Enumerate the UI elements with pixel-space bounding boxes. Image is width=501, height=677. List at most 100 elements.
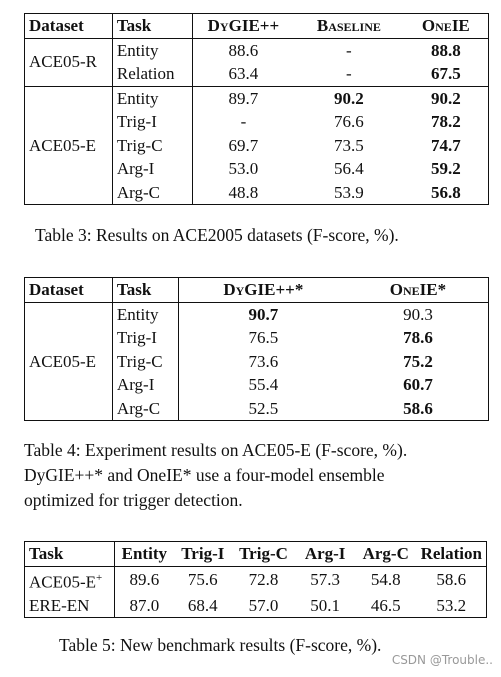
value-cell: 59.2 [403,157,489,181]
value-cell: 60.7 [347,373,489,397]
table-row: Arg-C 48.8 53.9 56.8 [25,180,489,205]
task-cell: Relation [112,62,193,87]
dataset-cell: ACE05-E [24,86,113,205]
col-header-dataset: Dataset [24,13,113,39]
table-row: ERE-EN 87.0 68.4 57.0 50.1 46.5 53.2 [24,593,487,619]
watermark: CSDN @Trouble.. [391,653,493,667]
table-row: Trig-C 69.7 73.5 74.7 [25,133,489,157]
table-3: Dataset Task DyGIE++ Baseline OneIE ACE0… [24,13,489,205]
table-row: Arg-I 55.4 60.7 [25,373,489,397]
table-4-header-row: Dataset Task DyGIE++* OneIE* [24,277,489,303]
value-cell: 48.8 [192,180,295,205]
table-4-caption-line-2: DyGIE++* and OneIE* use a four-model ens… [24,465,385,485]
col-header-oneie: OneIE [403,13,489,39]
task-cell: Arg-I [112,157,193,181]
task-cell: Arg-C [112,180,193,205]
task-cell: Arg-C [112,396,179,421]
col-header-task: Task [24,541,115,567]
superscript: + [96,571,103,584]
task-cell: Trig-C [112,133,193,157]
value-cell: 67.5 [403,62,489,87]
value-cell: 58.6 [347,396,489,421]
table-4-caption-line-1: Table 4: Experiment results on ACE05-E (… [24,440,408,460]
task-cell: Trig-I [112,110,193,134]
col-header-task: Task [112,13,193,39]
value-cell: 73.5 [334,135,364,155]
value-cell: 88.8 [403,38,489,62]
value-cell: 54.8 [370,570,401,590]
value-cell: 78.6 [347,326,489,350]
table-4-caption-line-3: optimized for trigger detection. [24,490,243,510]
table-4: Dataset Task DyGIE++* OneIE* ACE05-E Ent… [24,277,489,421]
table-row: ACE05-R Entity 88.6 - 88.8 [24,38,489,87]
col-header-dygie: DyGIE++ [192,13,295,39]
value-cell: 53.9 [294,180,404,205]
table-3-caption: Table 3: Results on ACE2005 datasets (F-… [35,225,399,245]
value-cell: 90.3 [347,302,489,326]
value-cell: 78.2 [403,110,489,134]
value-cell: 75.2 [347,349,489,373]
table-row: Arg-I 53.0 56.4 59.2 [25,157,489,181]
table-row: Relation 63.4 - 67.5 [25,62,489,87]
value-cell: 52.5 [178,396,348,421]
table-row: Trig-C 73.6 75.2 [25,349,489,373]
table-4-caption: Table 4: Experiment results on ACE05-E (… [24,438,407,513]
value-cell: - [294,62,404,87]
value-cell: 90.2 [403,86,489,110]
col-header-arg-i: Arg-I [295,541,355,567]
col-header-oneie-ensemble: OneIE* [347,277,489,303]
value-cell: 58.6 [416,566,487,594]
value-cell: 68.4 [173,593,232,619]
col-header-arg-c: Arg-C [354,541,417,567]
dataset-cell: ACE05-R [24,38,113,87]
value-cell: 89.6 [129,570,160,590]
value-cell: 55.4 [248,375,279,394]
table-row: Arg-C 52.5 58.6 [25,396,489,421]
value-cell: 53.0 [228,159,259,178]
col-header-trig-c: Trig-C [231,541,296,567]
value-cell: 56.8 [403,180,489,205]
value-cell: 57.3 [310,570,340,590]
value-cell: 88.6 [228,40,259,60]
col-header-dygie-ensemble: DyGIE++* [178,277,348,303]
col-header-entity: Entity [114,541,174,567]
task-cell: Arg-I [112,373,179,397]
task-name: ACE05-E [29,572,97,592]
value-cell: 89.7 [228,88,259,108]
table-row: Trig-I 76.5 78.6 [25,326,489,350]
value-cell: 87.0 [114,593,174,619]
value-cell: 76.6 [334,112,364,131]
value-cell: 63.4 [192,62,295,87]
table-row: ACE05-E Entity 90.7 90.3 [24,302,489,421]
value-cell: 57.0 [231,593,296,619]
table-5: Task Entity Trig-I Trig-C Arg-I Arg-C Re… [24,541,487,619]
value-cell: 46.5 [354,593,417,619]
task-cell: Trig-C [112,349,179,373]
table-row: ACE05-E Entity 89.7 90.2 90.2 [24,86,489,205]
value-cell: 90.7 [248,304,279,324]
col-header-task: Task [112,277,179,303]
value-cell: 90.2 [334,88,364,108]
task-cell: Entity [112,86,193,110]
value-cell: 74.7 [403,133,489,157]
task-cell: ACE05-E+ [24,566,115,594]
table-3-header-row: Dataset Task DyGIE++ Baseline OneIE [24,13,489,39]
value-cell: 73.6 [248,351,279,371]
dataset-cell: ACE05-E [24,302,113,421]
col-header-relation: Relation [416,541,487,567]
value-cell: 76.5 [248,328,279,347]
value-cell: 50.1 [295,593,355,619]
value-cell: 72.8 [248,570,279,590]
value-cell: 53.2 [416,593,487,619]
task-cell: Entity [112,38,193,62]
value-cell: - [346,40,352,60]
value-cell: - [240,112,247,131]
table-row: Trig-I - 76.6 78.2 [25,110,489,134]
value-cell: 56.4 [334,159,364,178]
table-row: ACE05-E+ 89.6 75.6 72.8 57.3 54.8 58.6 [24,566,487,594]
col-header-dataset: Dataset [24,277,113,303]
task-cell: Entity [112,302,179,326]
table-5-caption: Table 5: New benchmark results (F-score,… [59,635,382,655]
col-header-trig-i: Trig-I [173,541,232,567]
col-header-baseline: Baseline [294,13,404,39]
